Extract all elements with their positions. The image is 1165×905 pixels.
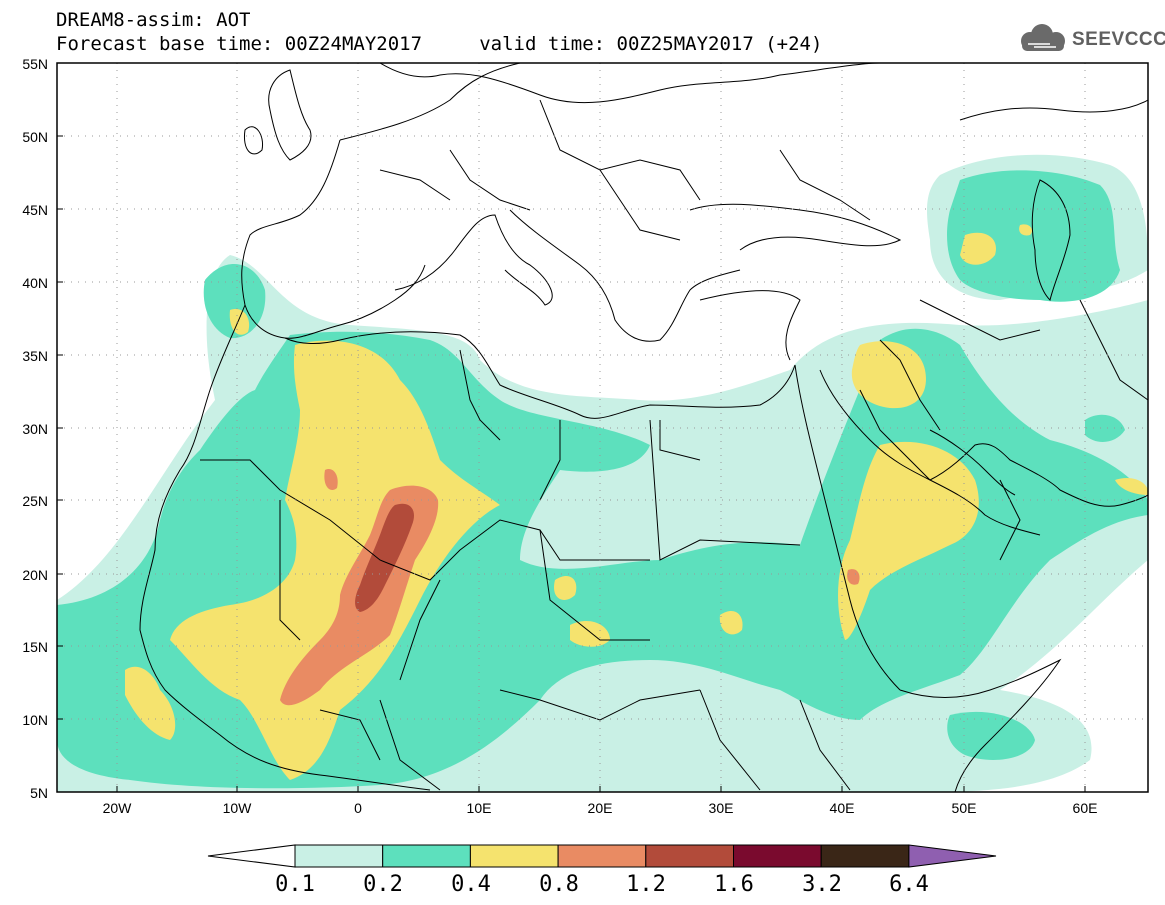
- x-tick-label: 10E: [466, 800, 492, 816]
- colorbar-segment: [733, 844, 822, 868]
- x-tick-label: 10W: [222, 800, 252, 816]
- colorbar-over-arrow: [908, 844, 997, 868]
- aot-fields: [57, 154, 1148, 792]
- colorbar-segment: [382, 844, 471, 868]
- aot-band-1.2: [355, 503, 415, 612]
- colorbar-segment: [294, 844, 384, 868]
- colorbar: [207, 844, 997, 868]
- colorbar-segment: [645, 844, 734, 868]
- x-tick-label: 50E: [951, 800, 977, 816]
- colorbar-label: 6.4: [889, 872, 929, 897]
- colorbar-under-arrow: [207, 844, 296, 868]
- y-tick-label: 35N: [22, 348, 48, 364]
- chart-title: DREAM8-assim: AOT: [56, 9, 251, 31]
- colorbar-label: 1.6: [714, 872, 754, 897]
- colorbar-label: 0.2: [363, 872, 403, 897]
- graticule: [57, 63, 1148, 792]
- y-tick-label: 20N: [22, 567, 48, 583]
- x-tick-label: 20W: [102, 800, 132, 816]
- y-tick-label: 5N: [30, 785, 48, 801]
- colorbar-label: 0.8: [539, 872, 579, 897]
- axis-ticks: [57, 62, 1086, 793]
- aot-band-0.4: [125, 224, 1148, 780]
- x-tick-label: 0: [354, 800, 362, 816]
- y-tick-label: 55N: [22, 56, 48, 72]
- colorbar-label: 0.1: [275, 872, 315, 897]
- y-tick-label: 45N: [22, 202, 48, 218]
- cloud-icon: [1021, 24, 1065, 51]
- x-tick-label: 20E: [587, 800, 613, 816]
- y-tick-label: 10N: [22, 712, 48, 728]
- x-tick-label: 40E: [829, 800, 855, 816]
- colorbar-segment: [469, 844, 559, 868]
- logo-text: SEEVCCC: [1072, 29, 1165, 50]
- colorbar-segment: [820, 844, 910, 868]
- y-tick-label: 30N: [22, 421, 48, 437]
- y-tick-label: 15N: [22, 639, 48, 655]
- y-tick-label: 50N: [22, 129, 48, 145]
- colorbar-segment: [557, 844, 647, 868]
- coastlines: [139, 63, 1148, 792]
- x-tick-label: 60E: [1072, 800, 1098, 816]
- colorbar-label: 1.2: [626, 872, 666, 897]
- y-tick-label: 25N: [22, 493, 48, 509]
- x-tick-label: 30E: [708, 800, 734, 816]
- colorbar-label: 3.2: [802, 872, 842, 897]
- y-tick-label: 40N: [22, 275, 48, 291]
- colorbar-label: 0.4: [451, 872, 491, 897]
- chart-subtitle: Forecast base time: 00Z24MAY2017 valid t…: [56, 33, 823, 55]
